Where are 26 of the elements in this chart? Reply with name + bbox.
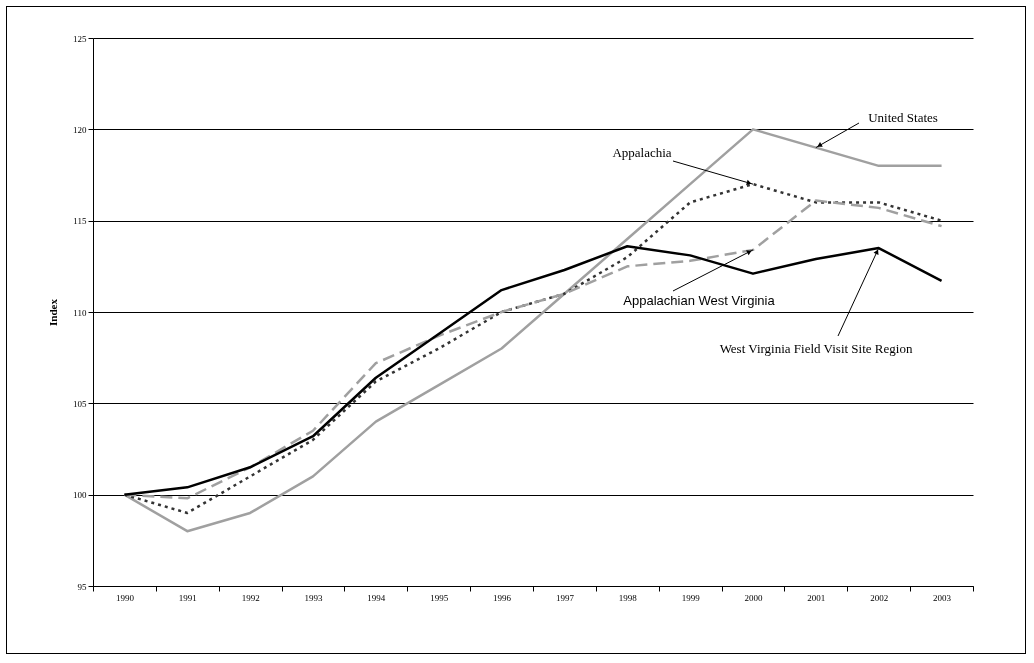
annotation: Appalachian West Virginia	[623, 293, 776, 308]
annotation: Appalachia	[612, 145, 672, 160]
x-tick-label: 1994	[367, 592, 386, 603]
y-tick-label: 105	[73, 398, 87, 409]
x-tick-label: 1999	[681, 592, 701, 603]
x-tick-label: 1993	[304, 592, 323, 603]
y-tick-label: 95	[77, 581, 87, 592]
x-tick-label: 1998	[618, 592, 638, 603]
x-tick-label: 1995	[430, 592, 449, 603]
x-tick-label: 2002	[870, 592, 889, 603]
y-tick-label: 120	[73, 124, 87, 135]
annotation: United States	[868, 110, 938, 125]
x-tick-label: 2001	[807, 592, 826, 603]
y-tick-label: 115	[73, 216, 87, 227]
y-axis-title: Index	[47, 298, 59, 326]
y-tick-label: 125	[73, 33, 87, 44]
x-tick-label: 1990	[115, 592, 135, 603]
x-tick-label: 1991	[178, 592, 197, 603]
x-tick-label: 2003	[933, 592, 952, 603]
y-tick-label: 100	[73, 490, 87, 501]
x-tick-label: 2000	[744, 592, 763, 603]
x-tick-label: 1997	[555, 592, 575, 603]
x-tick-label: 1996	[493, 592, 512, 603]
y-tick-label: 110	[73, 307, 87, 318]
annotation: West Virginia Field Visit Site Region	[719, 341, 913, 356]
x-tick-label: 1992	[241, 592, 260, 603]
